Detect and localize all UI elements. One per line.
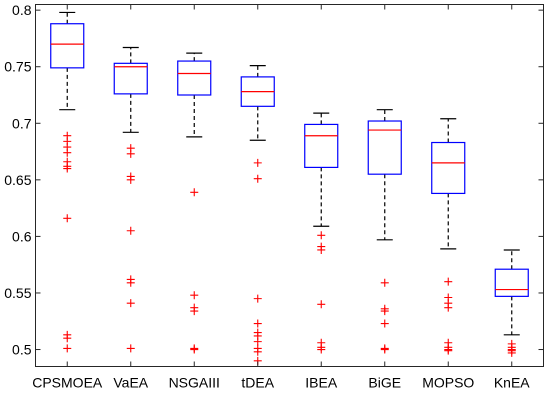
y-tick-label: 0.6 xyxy=(12,228,32,244)
box-nsgaiii xyxy=(177,52,212,354)
iqr-box xyxy=(177,60,212,96)
outlier-marker xyxy=(444,303,453,312)
outlier-marker xyxy=(190,188,199,197)
x-tick-label: tDEA xyxy=(241,375,274,391)
x-tick-label: IBEA xyxy=(305,375,338,391)
outlier-marker xyxy=(63,214,72,223)
iqr-box xyxy=(50,23,85,69)
box-cpsmoea xyxy=(50,11,85,353)
iqr-box xyxy=(304,123,339,168)
y-tick-label: 0.55 xyxy=(4,285,31,301)
outlier-marker xyxy=(253,174,262,183)
x-tick-label: BiGE xyxy=(368,375,401,391)
outlier-marker xyxy=(444,277,453,286)
y-tick-label: 0.65 xyxy=(4,172,31,188)
outlier-marker xyxy=(190,345,199,354)
box-vaea xyxy=(113,46,148,353)
outlier-marker xyxy=(126,149,135,158)
x-tick-label: CPSMOEA xyxy=(32,375,103,391)
outlier-marker xyxy=(444,346,453,355)
x-tick-label: VaEA xyxy=(113,375,148,391)
outlier-marker xyxy=(190,307,199,316)
box-bige xyxy=(367,109,402,354)
outlier-marker xyxy=(63,334,72,343)
iqr-box xyxy=(113,62,148,95)
iqr-box xyxy=(431,141,466,195)
box-knea xyxy=(494,249,529,357)
outlier-marker xyxy=(190,291,199,300)
outlier-marker xyxy=(126,278,135,287)
outlier-marker xyxy=(507,348,516,357)
y-tick-label: 0.75 xyxy=(4,59,31,75)
outlier-marker xyxy=(317,231,326,240)
outlier-marker xyxy=(126,175,135,184)
outlier-marker xyxy=(380,278,389,287)
axes-frame xyxy=(35,4,544,367)
outlier-marker xyxy=(253,294,262,303)
box-tdea xyxy=(240,64,275,365)
outlier-marker xyxy=(63,344,72,353)
outlier-marker xyxy=(317,245,326,254)
outlier-marker xyxy=(253,337,262,346)
outlier-marker xyxy=(380,319,389,328)
outlier-marker xyxy=(317,345,326,354)
outlier-marker xyxy=(317,300,326,309)
box-mopso xyxy=(431,118,466,355)
iqr-box xyxy=(367,120,402,175)
outlier-marker xyxy=(126,226,135,235)
x-tick-label: NSGAIII xyxy=(169,375,220,391)
y-tick-label: 0.7 xyxy=(12,115,32,131)
outlier-marker xyxy=(63,164,72,173)
x-tick-label: KnEA xyxy=(494,375,530,391)
y-axis: 0.5 0.55 0.6 0.65 0.7 0.75 0.8 xyxy=(4,2,544,358)
outlier-marker xyxy=(253,158,262,167)
box-ibea xyxy=(304,112,339,354)
outlier-marker xyxy=(380,307,389,316)
outlier-marker xyxy=(380,345,389,354)
x-axis: CPSMOEA VaEA NSGAIII tDEA IBEA BiGE MOPSO KnEA xyxy=(32,4,530,391)
outlier-marker xyxy=(63,148,72,157)
iqr-box xyxy=(494,268,529,297)
plot-content xyxy=(50,11,529,365)
outlier-marker xyxy=(253,347,262,356)
outlier-marker xyxy=(126,299,135,308)
x-tick-label: MOPSO xyxy=(422,375,474,391)
outlier-marker xyxy=(253,319,262,328)
y-tick-label: 0.5 xyxy=(12,342,32,358)
outlier-marker xyxy=(126,344,135,353)
y-tick-label: 0.8 xyxy=(12,2,32,18)
